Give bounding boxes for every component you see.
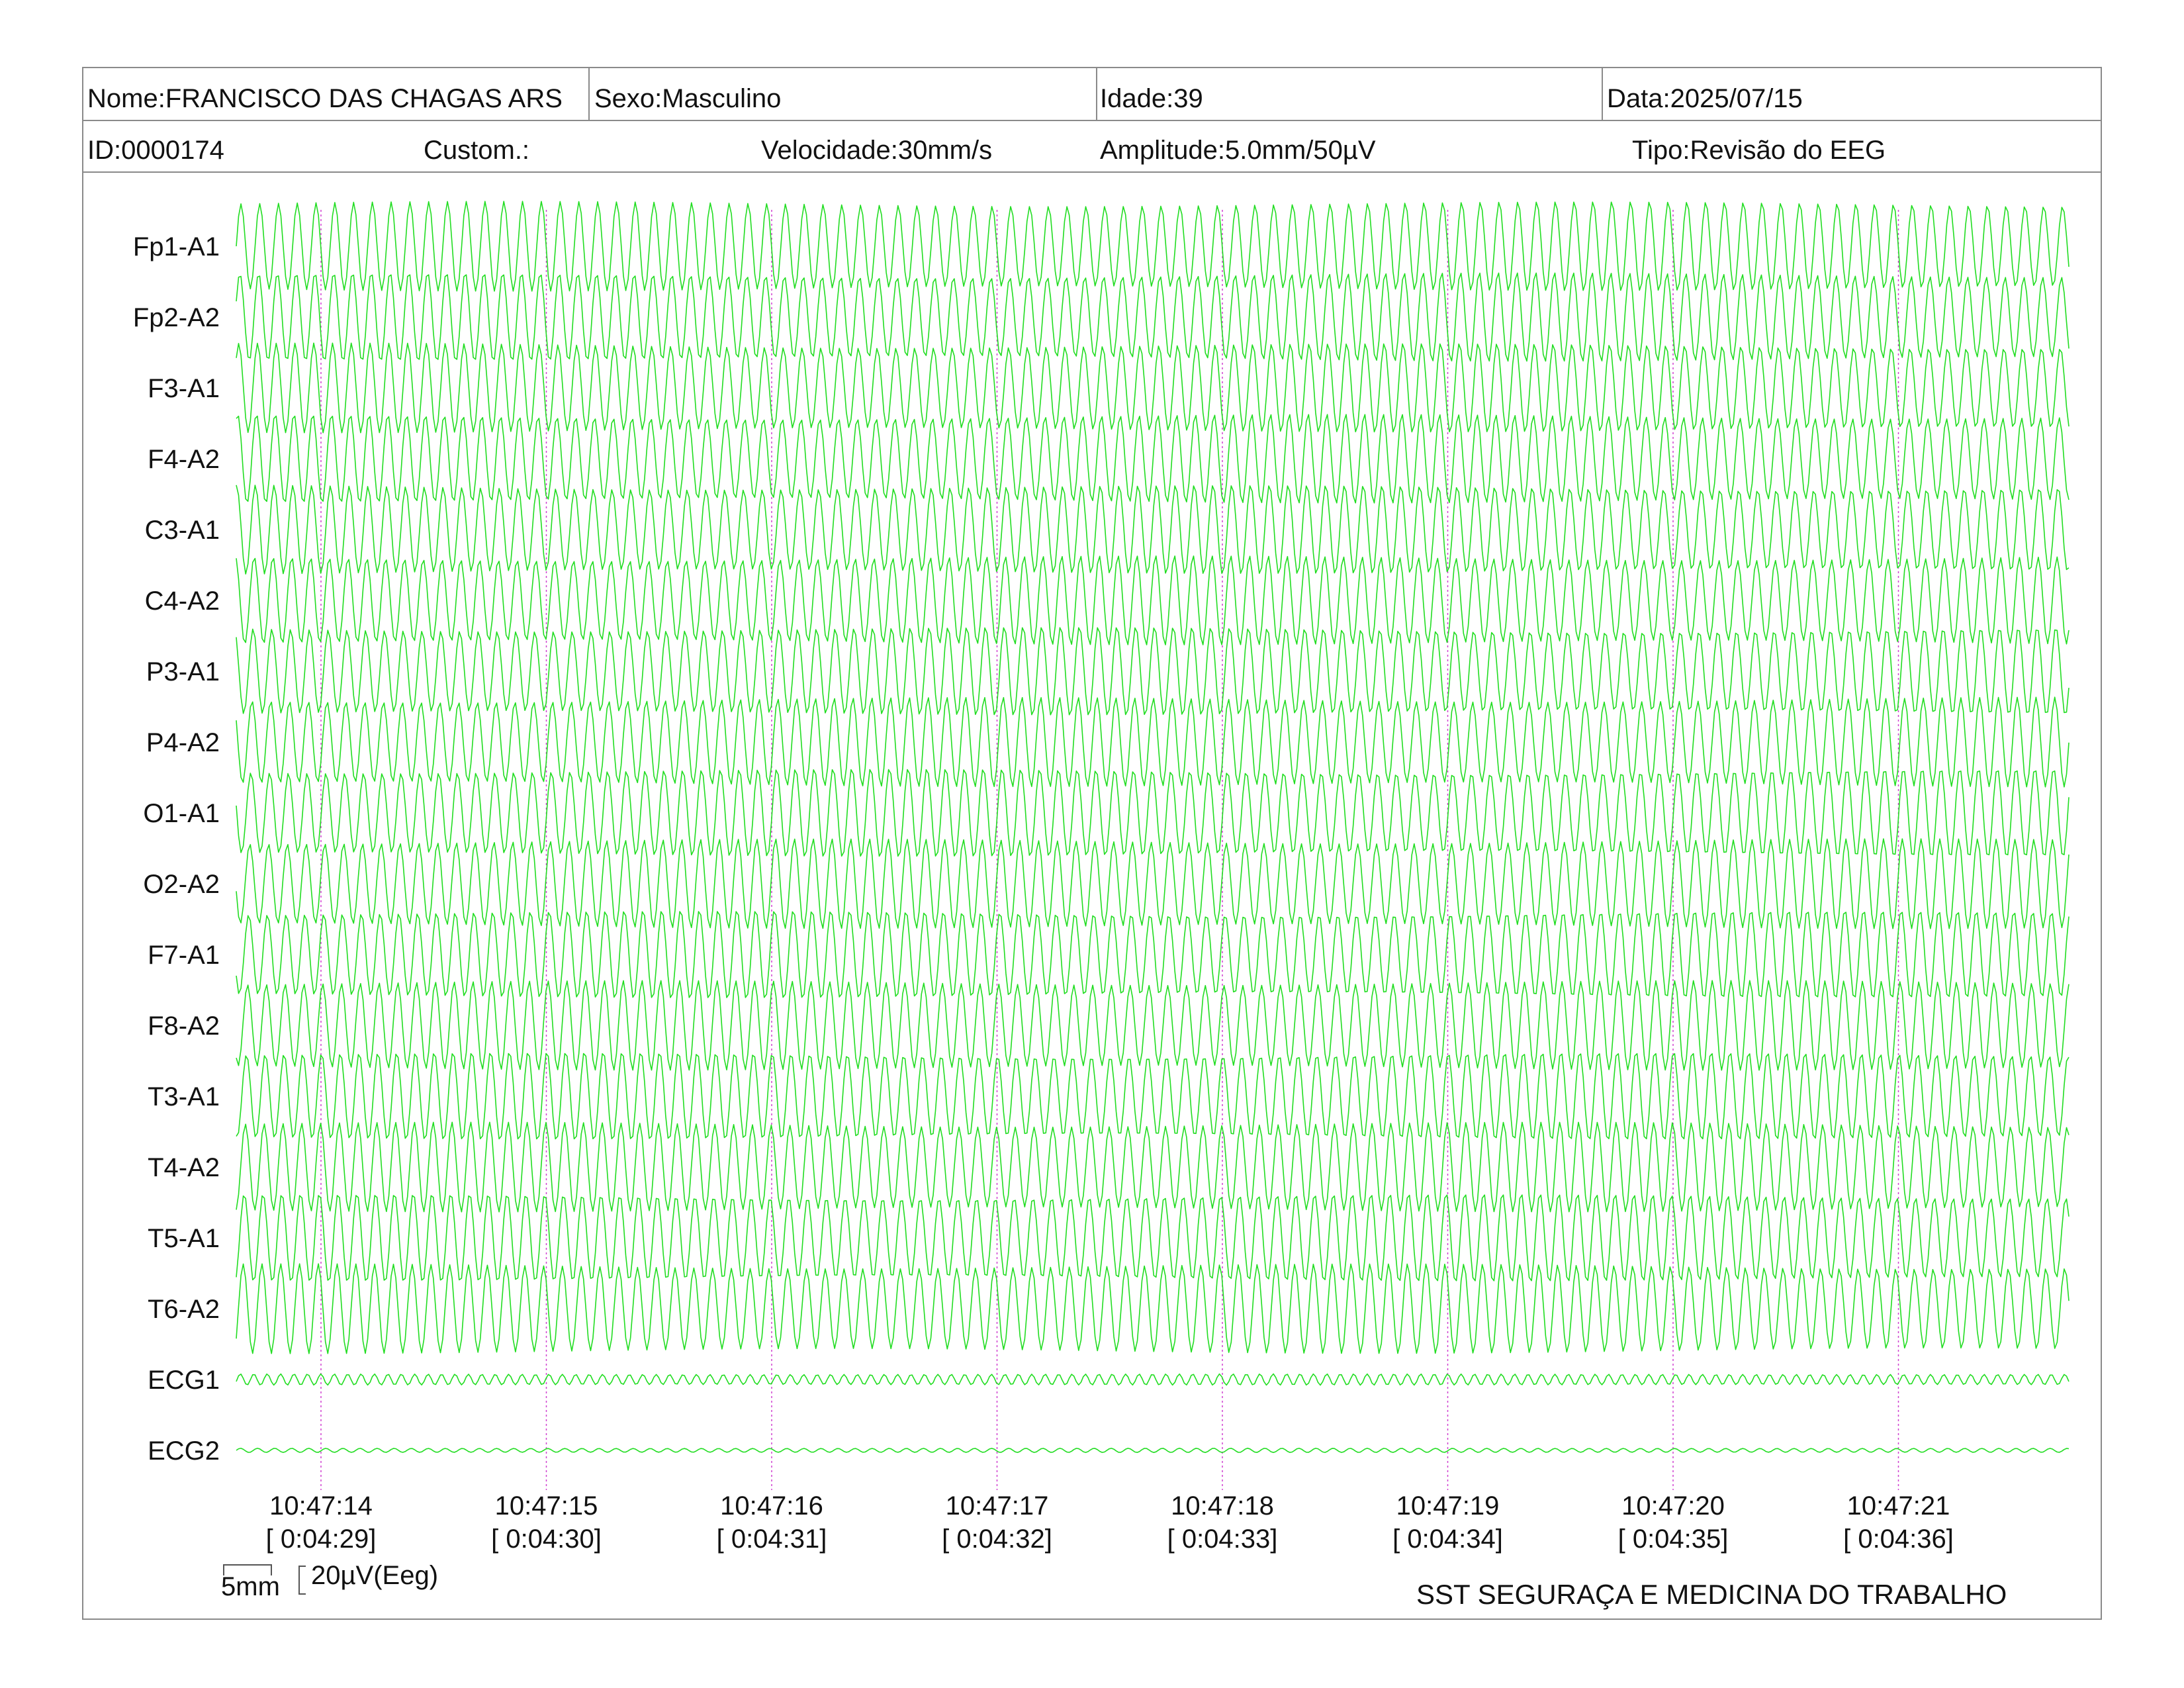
time-marker-layer (320, 210, 1899, 1490)
amplitude-scale-bracket (298, 1566, 306, 1595)
channel-label-f4-a2: F4-A2 (148, 445, 220, 474)
time-scale-label: 5mm (221, 1572, 280, 1601)
time-elapsed-label: [ 0:04:30] (491, 1524, 602, 1554)
trace-ecg2 (236, 1448, 2070, 1453)
channel-label-ecg1: ECG1 (148, 1366, 220, 1395)
exam-date: Data:2025/07/15 (1607, 84, 1803, 113)
trace-c4-a2 (236, 555, 2070, 645)
time-elapsed-label: [ 0:04:36] (1843, 1524, 1954, 1554)
amplitude-scale-label: 20µV(Eeg) (311, 1561, 439, 1590)
header-divider-1 (82, 120, 2102, 121)
channel-label-f3-a1: F3-A1 (148, 374, 220, 403)
trace-o2-a2 (236, 838, 2070, 929)
channel-label-p4-a2: P4-A2 (146, 728, 220, 757)
trace-t5-a1 (236, 1194, 2070, 1282)
time-clock-label: 10:47:15 (495, 1491, 598, 1521)
header-col-divider-1 (588, 67, 590, 120)
time-elapsed-label: [ 0:04:35] (1618, 1524, 1729, 1554)
channel-label-t6-a2: T6-A2 (148, 1295, 220, 1324)
channel-label-c4-a2: C4-A2 (145, 586, 220, 616)
time-clock-label: 10:47:18 (1171, 1491, 1274, 1521)
time-label-layer: 10:47:14[ 0:04:29] 10:47:15[ 0:04:30] 10:4… (266, 1491, 1954, 1554)
trace-p4-a2 (236, 696, 2070, 788)
channel-label-f8-a2: F8-A2 (148, 1011, 220, 1041)
trace-t3-a1 (236, 1053, 2070, 1140)
time-clock-label: 10:47:19 (1396, 1491, 1500, 1521)
trace-f4-a2 (236, 414, 2070, 504)
patient-name: Nome:FRANCISCO DAS CHAGAS ARS (87, 84, 563, 113)
header-col-divider-3 (1602, 67, 1603, 120)
organization-name: SST SEGURAÇA E MEDICINA DO TRABALHO (1416, 1579, 2007, 1610)
time-clock-label: 10:47:20 (1621, 1491, 1725, 1521)
channel-label-t5-a1: T5-A1 (148, 1224, 220, 1253)
trace-layer (236, 201, 2070, 1453)
channel-label-t4-a2: T4-A2 (148, 1153, 220, 1182)
trace-t6-a2 (236, 1263, 2070, 1354)
time-elapsed-label: [ 0:04:33] (1167, 1524, 1278, 1554)
time-scale-bracket (223, 1564, 272, 1575)
channel-label-t3-a1: T3-A1 (148, 1082, 220, 1111)
time-clock-label: 10:47:16 (720, 1491, 823, 1521)
report-frame (82, 67, 2102, 1620)
time-clock-label: 10:47:14 (269, 1491, 373, 1521)
trace-t4-a2 (236, 1121, 2070, 1213)
patient-sex: Sexo:Masculino (594, 84, 782, 113)
patient-age: Idade:39 (1100, 84, 1203, 113)
recording-speed: Velocidade:30mm/s (761, 136, 993, 165)
channel-label-o1-a1: O1-A1 (143, 799, 220, 828)
header-divider-2 (82, 171, 2102, 173)
trace-f3-a1 (236, 342, 2070, 434)
trace-f8-a2 (236, 980, 2070, 1071)
exam-type: Tipo:Revisão do EEG (1632, 136, 1886, 165)
header-col-divider-2 (1096, 67, 1097, 120)
trace-fp1-a1 (236, 201, 2070, 292)
trace-fp2-a2 (236, 272, 2070, 362)
time-elapsed-label: [ 0:04:34] (1392, 1524, 1503, 1554)
channel-label-p3-a1: P3-A1 (146, 657, 220, 686)
trace-o1-a1 (236, 769, 2070, 857)
time-clock-label: 10:47:21 (1847, 1491, 1950, 1521)
trace-ecg1 (236, 1373, 2070, 1386)
time-elapsed-label: [ 0:04:31] (717, 1524, 827, 1554)
channel-label-f7-a1: F7-A1 (148, 941, 220, 970)
trace-c3-a1 (236, 485, 2070, 575)
patient-id: ID:0000174 (87, 136, 224, 165)
recording-amplitude: Amplitude:5.0mm/50µV (1100, 136, 1376, 165)
trace-p3-a1 (236, 627, 2070, 716)
time-elapsed-label: [ 0:04:32] (942, 1524, 1052, 1554)
channel-label-ecg2: ECG2 (148, 1436, 220, 1466)
channel-label-c3-a1: C3-A1 (145, 516, 220, 545)
scale-bar (223, 1564, 306, 1595)
time-clock-label: 10:47:17 (946, 1491, 1049, 1521)
channel-label-fp1-a1: Fp1-A1 (133, 232, 220, 261)
time-elapsed-label: [ 0:04:29] (266, 1524, 377, 1554)
custom-field: Custom.: (424, 136, 530, 165)
channel-label-fp2-a2: Fp2-A2 (133, 303, 220, 332)
channel-label-o2-a2: O2-A2 (143, 870, 220, 899)
trace-f7-a1 (236, 911, 2070, 998)
channel-label-layer: Fp1-A1 Fp2-A2 F3-A1 F4-A2 C3-A1 C4-A2 P3-A1 P4-… (133, 232, 220, 1466)
